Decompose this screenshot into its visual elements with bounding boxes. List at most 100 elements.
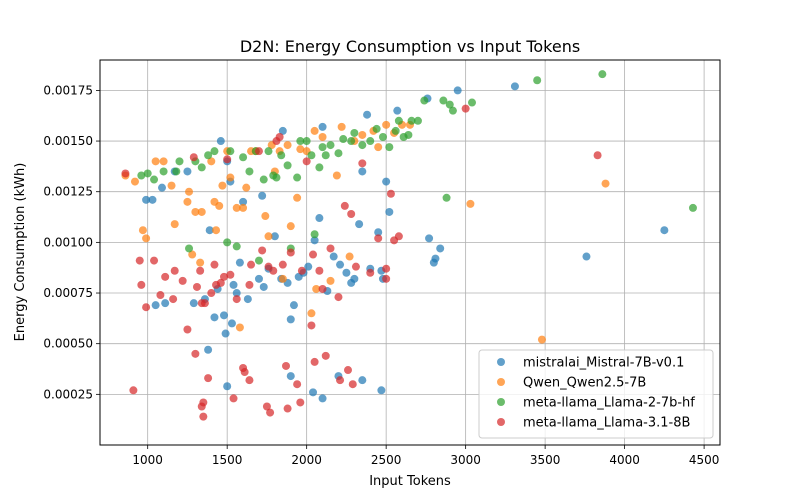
data-point [593, 151, 602, 160]
data-point [142, 303, 151, 312]
data-point [159, 167, 168, 176]
legend-marker [497, 398, 505, 406]
data-point [205, 226, 214, 235]
data-point [159, 157, 168, 166]
data-point [510, 82, 519, 91]
data-point [296, 398, 305, 407]
data-point [533, 76, 542, 85]
data-point [302, 137, 311, 146]
data-point [296, 145, 305, 154]
data-point [366, 268, 375, 277]
data-point [142, 234, 151, 243]
data-point [178, 276, 187, 285]
data-point [183, 325, 192, 334]
data-point [270, 232, 279, 241]
data-point [461, 104, 470, 113]
legend-frame [478, 349, 714, 439]
data-point [254, 274, 263, 283]
data-point [296, 137, 305, 146]
data-point [336, 376, 345, 385]
data-point [183, 167, 192, 176]
data-point [245, 376, 254, 385]
data-point [358, 376, 367, 385]
data-point [318, 394, 327, 403]
data-point [340, 201, 349, 210]
data-point [293, 193, 302, 202]
data-point [185, 244, 194, 253]
data-point [137, 280, 146, 289]
legend-marker [497, 418, 505, 426]
data-point [315, 163, 324, 172]
plot-frame [99, 59, 721, 446]
data-point [436, 244, 445, 253]
data-point [348, 380, 357, 389]
data-point [137, 171, 146, 180]
data-point [391, 126, 400, 135]
data-point [310, 357, 319, 366]
data-point [143, 169, 152, 178]
data-point [185, 187, 194, 196]
data-point [329, 252, 338, 261]
data-point [199, 412, 208, 421]
data-point [150, 175, 159, 184]
data-point [258, 246, 267, 255]
data-point [350, 274, 359, 283]
data-point [310, 230, 319, 239]
data-point [210, 313, 219, 322]
data-point [223, 238, 232, 247]
data-point [307, 151, 316, 160]
data-point [339, 135, 348, 144]
data-point [196, 266, 205, 275]
data-point [318, 143, 327, 152]
data-point [286, 248, 295, 257]
data-point [262, 402, 271, 411]
data-point [207, 157, 216, 166]
data-point [247, 260, 256, 269]
data-point [582, 252, 591, 261]
data-point [220, 311, 228, 320]
data-point [254, 147, 263, 156]
data-point [358, 141, 367, 150]
data-point [377, 386, 386, 395]
legend: mistralai_Mistral-7B-v0.1 Qwen_Qwen2.5-7B… [478, 349, 714, 439]
data-point [239, 153, 248, 162]
data-point [226, 147, 235, 156]
data-point [445, 100, 454, 109]
data-point [191, 207, 200, 216]
data-point [355, 220, 364, 229]
y-tick-label: 0.00125 [43, 185, 93, 199]
data-point [537, 335, 546, 344]
data-point [332, 171, 341, 180]
x-axis-ticks: 1000 1500 2000 2500 3000 3500 4000 4500 [132, 445, 719, 467]
data-point [258, 191, 267, 200]
data-point [315, 214, 324, 223]
data-point [130, 177, 139, 186]
data-point [407, 116, 416, 125]
data-point [121, 169, 130, 178]
data-point [282, 361, 290, 370]
data-point [374, 228, 383, 237]
data-point [318, 284, 327, 293]
data-point [425, 234, 434, 243]
data-point [226, 173, 235, 182]
data-point [385, 143, 394, 152]
series-meta-llama_Llama-3.1-8B [121, 104, 602, 421]
data-point [156, 291, 165, 300]
data-point [266, 408, 275, 417]
data-point [216, 137, 225, 146]
x-tick-label: 3000 [450, 453, 481, 467]
data-point [232, 203, 241, 212]
data-point [420, 96, 429, 105]
data-point [240, 368, 249, 377]
data-point [129, 386, 138, 395]
data-point [304, 262, 313, 271]
data-point [442, 193, 451, 202]
data-point [259, 282, 268, 291]
data-point [358, 159, 367, 168]
data-point [326, 244, 335, 253]
data-point [431, 254, 440, 263]
data-point [272, 173, 281, 182]
data-point [142, 195, 151, 204]
y-tick-label: 0.00100 [43, 235, 93, 249]
